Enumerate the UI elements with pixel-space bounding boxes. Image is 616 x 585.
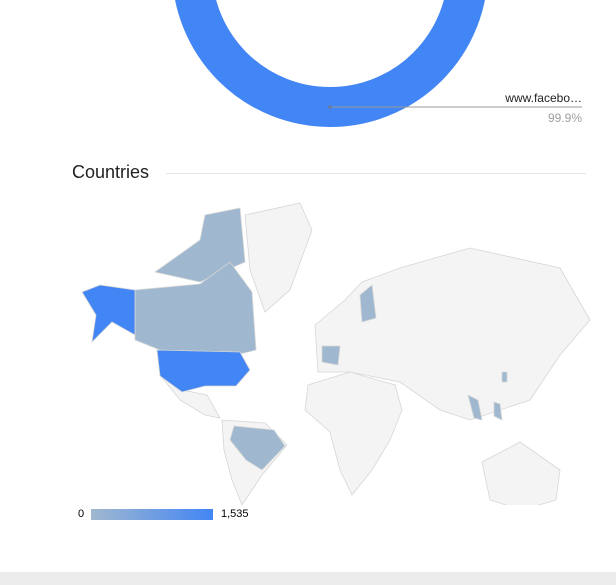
country-brazil[interactable] — [229, 425, 286, 471]
slice-label: www.facebo… — [505, 91, 582, 105]
country-canada[interactable] — [134, 261, 257, 357]
footer-bar — [0, 572, 616, 585]
country-greenland[interactable] — [244, 202, 313, 313]
country-us-alaska[interactable] — [81, 284, 136, 344]
country-finland[interactable] — [359, 284, 377, 323]
donut-slice[interactable] — [175, 0, 485, 127]
world-map — [81, 202, 591, 505]
section-title: Countries — [72, 162, 150, 182]
leader-dot — [328, 105, 332, 109]
legend-max: 1,535 — [221, 508, 249, 520]
slice-percent: 99.9% — [547, 111, 582, 125]
region-africa[interactable] — [304, 371, 403, 496]
country-united-states[interactable] — [156, 349, 251, 393]
donut-chart — [175, 0, 582, 127]
country-france[interactable] — [321, 345, 341, 366]
divider — [166, 173, 586, 174]
country-taiwan[interactable] — [501, 371, 508, 383]
country-philippines[interactable] — [493, 401, 503, 421]
legend-color-scale — [91, 509, 213, 520]
region-eurasia[interactable] — [314, 247, 591, 421]
legend-min: 0 — [78, 508, 85, 520]
country-canada-islands[interactable] — [154, 207, 246, 283]
region-australia[interactable] — [481, 441, 561, 505]
country-vietnam[interactable] — [467, 394, 483, 421]
